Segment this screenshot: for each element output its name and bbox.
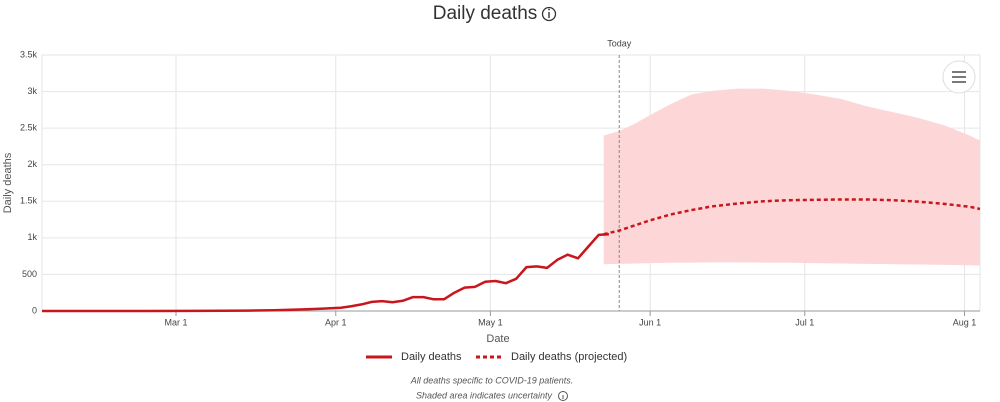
line [42, 232, 610, 313]
info-icon[interactable] [541, 6, 557, 22]
y-tick-label: 2k [27, 159, 37, 169]
x-axis-title: Date [486, 333, 509, 345]
uncertainty-band [603, 88, 980, 266]
legend-label[interactable]: Daily deaths (projected) [511, 351, 627, 363]
x-tick-label: Apr 1 [325, 317, 347, 327]
y-tick-label: 500 [22, 269, 37, 279]
today-label: Today [607, 38, 632, 48]
plot: 0 500 1k 1.5k 2k 2.5k 3k 3.5k Mar 1 Apr 1 May 1 Jun… [20, 38, 981, 327]
legend: Daily deaths Daily deaths (projected) [366, 351, 627, 363]
y-axis-title: Daily deaths [2, 152, 14, 213]
info-icon[interactable] [558, 391, 568, 401]
y-tick-label: 0 [32, 305, 37, 315]
y-tick-label: 2.5k [20, 123, 38, 133]
footnote: Shaded area indicates uncertainty [416, 390, 553, 400]
x-tick-label: Jul 1 [795, 317, 814, 327]
menu-button[interactable] [942, 60, 976, 94]
chart-title: Daily deaths [433, 3, 538, 24]
y-tick-label: 1k [27, 232, 37, 242]
x-tick-label: Mar 1 [164, 317, 187, 327]
footnote: All deaths specific to COVID-19 patients… [410, 375, 574, 385]
y-tick-label: 3k [27, 86, 37, 96]
x-tick-label: Aug 1 [953, 317, 977, 327]
x-tick-label: Jun 1 [639, 317, 661, 327]
line [603, 198, 981, 236]
y-tick-label: 1.5k [20, 196, 38, 206]
x-tick-label: May 1 [478, 317, 503, 327]
legend-label[interactable]: Daily deaths [401, 351, 462, 363]
y-tick-label: 3.5k [20, 49, 38, 59]
